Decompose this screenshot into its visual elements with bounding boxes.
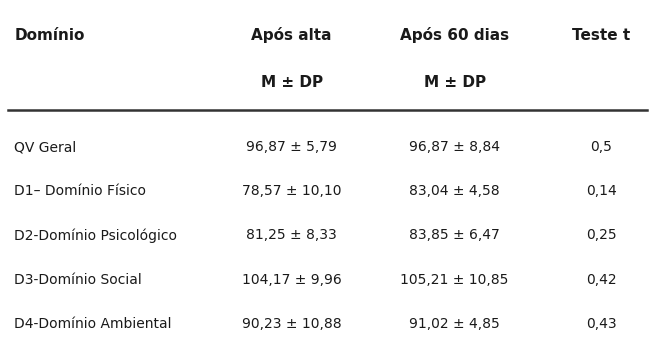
Text: 81,25 ± 8,33: 81,25 ± 8,33	[246, 228, 337, 242]
Text: M ± DP: M ± DP	[261, 75, 323, 90]
Text: 83,04 ± 4,58: 83,04 ± 4,58	[409, 184, 500, 198]
Text: 0,42: 0,42	[586, 273, 617, 287]
Text: 0,14: 0,14	[586, 184, 617, 198]
Text: Após 60 dias: Após 60 dias	[400, 27, 509, 43]
Text: 0,25: 0,25	[586, 228, 617, 242]
Text: 90,23 ± 10,88: 90,23 ± 10,88	[242, 317, 341, 331]
Text: D1– Domínio Físico: D1– Domínio Físico	[14, 184, 147, 198]
Text: Teste t: Teste t	[572, 28, 631, 43]
Text: D4-Domínio Ambiental: D4-Domínio Ambiental	[14, 317, 172, 331]
Text: QV Geral: QV Geral	[14, 140, 77, 154]
Text: 0,43: 0,43	[586, 317, 617, 331]
Text: 105,21 ± 10,85: 105,21 ± 10,85	[400, 273, 509, 287]
Text: 78,57 ± 10,10: 78,57 ± 10,10	[242, 184, 341, 198]
Text: M ± DP: M ± DP	[424, 75, 486, 90]
Text: 0,5: 0,5	[591, 140, 612, 154]
Text: 83,85 ± 6,47: 83,85 ± 6,47	[409, 228, 500, 242]
Text: 96,87 ± 8,84: 96,87 ± 8,84	[409, 140, 500, 154]
Text: D3-Domínio Social: D3-Domínio Social	[14, 273, 142, 287]
Text: Após alta: Após alta	[252, 27, 332, 43]
Text: Domínio: Domínio	[14, 28, 84, 43]
Text: 91,02 ± 4,85: 91,02 ± 4,85	[409, 317, 500, 331]
Text: D2-Domínio Psicológico: D2-Domínio Psicológico	[14, 228, 178, 243]
Text: 96,87 ± 5,79: 96,87 ± 5,79	[246, 140, 337, 154]
Text: 104,17 ± 9,96: 104,17 ± 9,96	[242, 273, 341, 287]
